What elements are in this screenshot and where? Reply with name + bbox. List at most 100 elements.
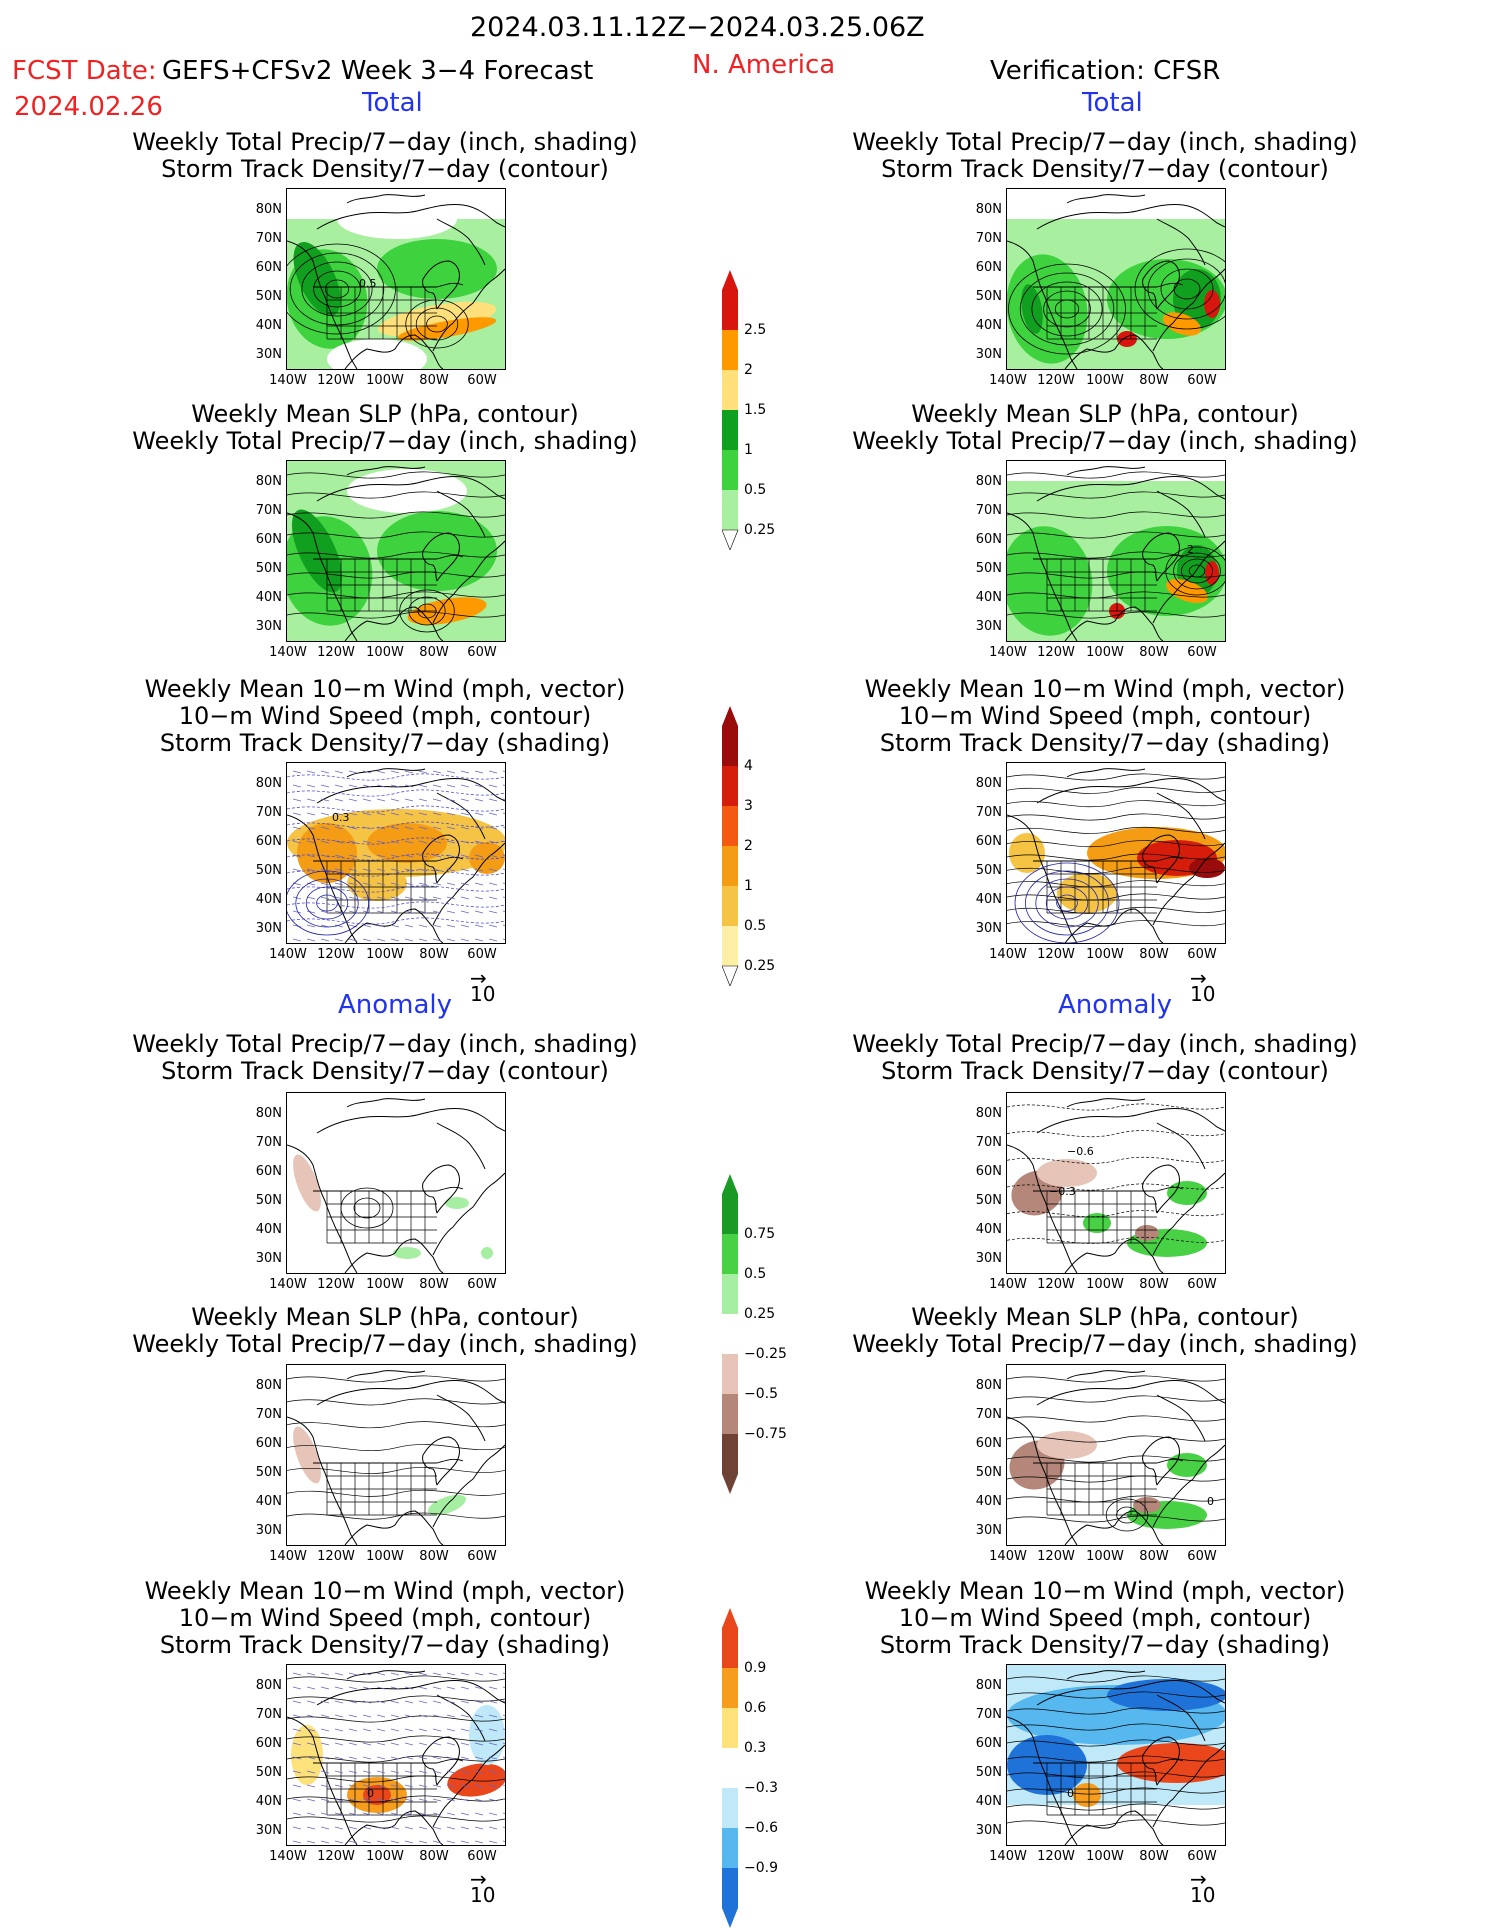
country-border — [1033, 554, 1184, 560]
coastline — [1007, 1098, 1225, 1273]
lat-tick-label: 30N — [255, 921, 282, 936]
contour-line — [1007, 531, 1225, 539]
contour-line — [287, 531, 505, 539]
colorbar-label: 1.5 — [744, 402, 767, 418]
contour-label: 0 — [367, 1787, 374, 1800]
shaded-region — [377, 301, 497, 337]
vector-ref-p5: 10 — [470, 982, 496, 1006]
colorbar-segment — [722, 1274, 738, 1314]
lon-tick-label: 100W — [1086, 1277, 1124, 1292]
coastline — [287, 466, 505, 641]
section-total-left: Total — [362, 88, 423, 118]
contour-line — [1007, 813, 1225, 821]
contour-line — [1173, 552, 1221, 590]
title-p2-line1: Weekly Total Precip/7−day (inch, shading… — [852, 128, 1358, 156]
contour-line — [287, 1815, 505, 1823]
title-p9-line1: Weekly Mean SLP (hPa, contour) — [191, 1303, 579, 1331]
shaded-region — [445, 1197, 469, 1209]
vector-ref-p6: 10 — [1190, 982, 1216, 1006]
lon-tick-label: 140W — [269, 1277, 307, 1292]
vector-arrow-icon: → — [470, 966, 487, 990]
title-p8-line1: Weekly Total Precip/7−day (inch, shading… — [852, 1030, 1358, 1058]
title-p7-line1: Weekly Total Precip/7−day (inch, shading… — [132, 1030, 638, 1058]
colorbar-segment — [722, 1314, 738, 1354]
colorbar-label: 0.5 — [744, 918, 767, 934]
lat-tick-label: 40N — [975, 1794, 1002, 1809]
forecast-period: 2024.03.11.12Z−2024.03.25.06Z — [470, 12, 925, 43]
lon-tick-label: 80W — [419, 645, 449, 660]
title-p5-line1: Weekly Mean 10−m Wind (mph, vector) — [144, 675, 626, 703]
contour-label: 0 — [1207, 1495, 1214, 1508]
map-panel-verif-slp-total: 2 — [1006, 460, 1226, 642]
colorbar-label: 0.25 — [744, 1306, 776, 1322]
lat-tick-label: 60N — [975, 834, 1002, 849]
lon-tick-label: 80W — [1139, 1849, 1169, 1864]
colorbar-segment — [722, 1354, 738, 1394]
colorbar-label: 0.5 — [744, 1266, 767, 1282]
vector-ref-p11: 10 — [470, 1883, 496, 1907]
country-border — [313, 1458, 464, 1464]
colorbar-label: 0.25 — [744, 522, 776, 538]
lon-tick-label: 140W — [269, 1549, 307, 1564]
contour-line — [287, 870, 369, 936]
contour-line — [287, 1775, 505, 1783]
lon-tick-label: 100W — [366, 1549, 404, 1564]
contour-line — [1007, 1183, 1225, 1191]
contour-line — [1116, 1506, 1138, 1524]
shaded-region — [481, 1247, 493, 1259]
colorbar-segment — [722, 290, 738, 330]
colorbar-precip-anomaly: 0.75 0.5 0.25 −0.25 −0.5 −0.75 — [722, 1174, 787, 1498]
title-p3-line1: Weekly Mean SLP (hPa, contour) — [191, 400, 579, 428]
lat-tick-label: 50N — [975, 863, 1002, 878]
lon-tick-label: 120W — [1037, 1277, 1075, 1292]
lat-tick-label: 40N — [255, 1222, 282, 1237]
lat-tick-label: 80N — [255, 1378, 282, 1393]
shaded-region — [377, 239, 497, 299]
lon-tick-label: 140W — [989, 1277, 1027, 1292]
title-p6-line1: Weekly Mean 10−m Wind (mph, vector) — [864, 675, 1346, 703]
lon-tick-label: 80W — [419, 373, 449, 388]
contour-line — [1007, 1495, 1225, 1503]
lat-tick-label: 50N — [255, 863, 282, 878]
lon-tick-label: 100W — [1086, 645, 1124, 660]
contour-line — [1007, 1375, 1225, 1383]
fcst-date: 2024.02.26 — [14, 92, 163, 122]
colorbar-segment — [722, 926, 738, 966]
map-panel-fcst-slp-total — [286, 460, 506, 642]
lat-tick-label: 40N — [255, 892, 282, 907]
vector-arrow-icon: → — [470, 1867, 487, 1891]
contour-line — [289, 252, 385, 326]
title-p7-line2: Storm Track Density/7−day (contour) — [161, 1057, 609, 1085]
lon-tick-label: 60W — [467, 947, 497, 962]
lat-tick-label: 60N — [255, 1736, 282, 1751]
country-border — [1033, 856, 1184, 862]
shaded-region — [1133, 1497, 1161, 1513]
colorbar-segment — [722, 330, 738, 370]
contour-line — [1007, 1819, 1225, 1827]
lat-tick-label: 80N — [975, 474, 1002, 489]
title-p4-line2: Weekly Total Precip/7−day (inch, shading… — [852, 427, 1358, 455]
contour-line — [287, 1755, 505, 1763]
contour-line — [287, 853, 505, 861]
lat-tick-label: 70N — [255, 231, 282, 246]
map-panel-fcst-wind-total: 0.3 — [286, 762, 506, 944]
contour-label: 0 — [1067, 1787, 1074, 1800]
state-borders — [1046, 558, 1157, 612]
contour-line — [1007, 491, 1225, 499]
contour-line — [1180, 558, 1213, 584]
map-panel-fcst-slp-anom — [286, 1364, 506, 1546]
colorbar-segment — [722, 1668, 738, 1708]
contour-line — [1007, 1210, 1225, 1218]
lon-tick-label: 80W — [419, 947, 449, 962]
lon-tick-label: 120W — [1037, 1849, 1075, 1864]
contour-line — [340, 1187, 394, 1229]
country-border — [313, 554, 464, 560]
contour-line — [287, 471, 505, 479]
contour-label: −0.6 — [1067, 1145, 1094, 1158]
colorbar-top-arrow — [722, 1174, 738, 1194]
lat-tick-label: 80N — [255, 474, 282, 489]
contour-line — [287, 885, 505, 893]
contour-line — [1007, 1156, 1225, 1164]
colorbar-label: −0.5 — [744, 1386, 778, 1402]
shaded-region — [1083, 1213, 1111, 1233]
